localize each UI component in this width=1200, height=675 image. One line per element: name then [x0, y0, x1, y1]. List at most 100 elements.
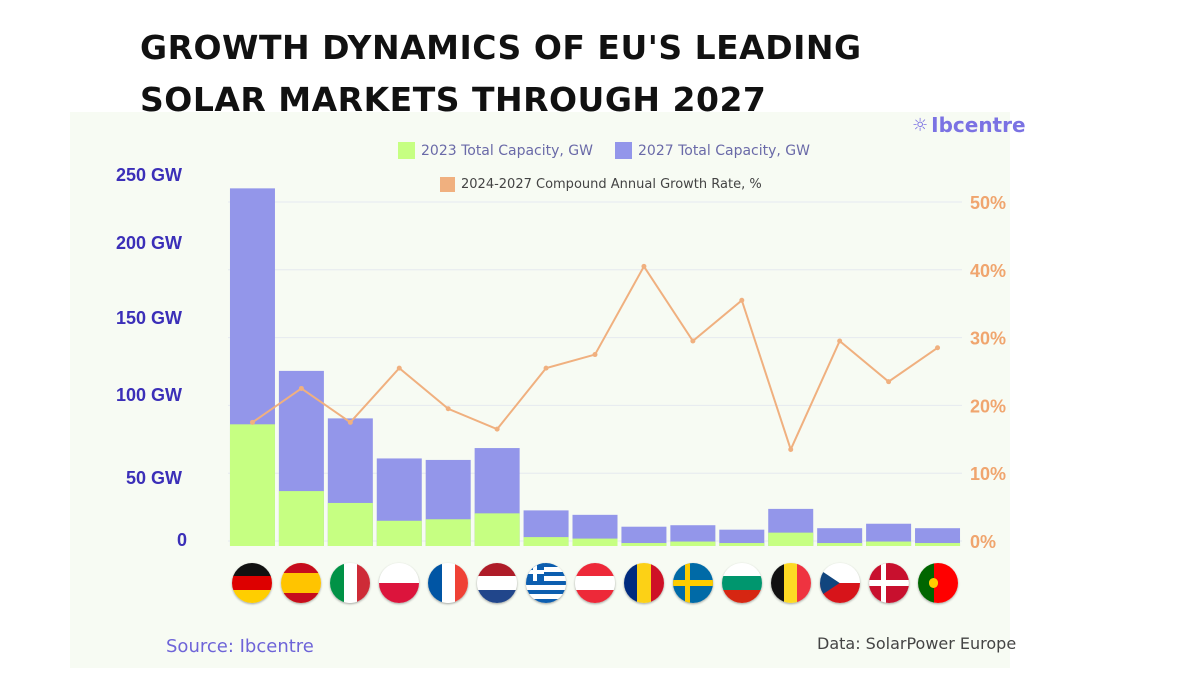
- flag-stripe: [428, 563, 442, 603]
- cagr-point-portugal: [935, 345, 941, 351]
- legend-swatch-2023: [398, 142, 415, 159]
- cagr-point-czechia: [837, 338, 843, 344]
- bar-2027-sweden: [670, 525, 716, 546]
- flag-stripe: [526, 570, 545, 574]
- czechia-flag-icon: [819, 563, 860, 603]
- bar-2027-denmark: [866, 523, 912, 546]
- left-axis-tick: 250 GW: [116, 165, 182, 185]
- bar-2027-bulgaria: [719, 529, 765, 546]
- poland-flag-icon: [379, 563, 420, 603]
- belgium-flag-icon: [770, 563, 811, 603]
- greece-flag-icon: [526, 563, 567, 603]
- flag-stripe: [281, 593, 322, 603]
- right-axis-tick: 50%: [970, 193, 1006, 213]
- flag-stripe: [281, 563, 322, 573]
- right-axis-tick: 20%: [970, 396, 1006, 416]
- bar-2023-netherlands: [474, 513, 520, 546]
- legend-label-cagr: 2024-2027 Compound Annual Growth Rate, %: [461, 177, 762, 192]
- flag-stripe: [441, 563, 456, 603]
- flag-stripe: [526, 598, 567, 603]
- right-axis-tick: 10%: [970, 464, 1006, 484]
- flag-stripe: [917, 563, 934, 603]
- bar-2027-czechia: [817, 528, 863, 546]
- bar-2023-germany: [229, 424, 275, 546]
- bar-2023-portugal: [915, 543, 961, 546]
- flag-stripe: [721, 589, 762, 603]
- bar-2023-czechia: [817, 543, 863, 546]
- bar-2023-poland: [376, 520, 422, 546]
- cagr-point-germany: [249, 419, 255, 425]
- bar-2023-denmark: [866, 541, 912, 546]
- title-line-1: GROWTH DYNAMICS OF EU'S LEADING: [140, 28, 862, 67]
- source-label: Source: Ibcentre: [166, 636, 314, 657]
- denmark-flag-icon: [868, 563, 909, 603]
- cagr-point-italy: [347, 419, 353, 425]
- bar-2023-bulgaria: [719, 543, 765, 546]
- left-axis-tick: 150 GW: [116, 308, 182, 328]
- netherlands-flag-icon: [477, 563, 518, 603]
- bar-2023-greece: [523, 537, 569, 546]
- cagr-point-france: [445, 406, 451, 412]
- cagr-line: [249, 263, 941, 453]
- bulgaria-flag-icon: [721, 563, 762, 603]
- legend-item-cagr: 2024-2027 Compound Annual Growth Rate, %: [440, 177, 762, 192]
- flag-stripe: [928, 578, 939, 588]
- flag-stripe: [232, 589, 273, 603]
- cagr-point-poland: [396, 365, 402, 371]
- flag-stripe: [232, 576, 273, 590]
- left-axis: 0 50 GW 100 GW 150 GW 200 GW 250 GW: [116, 165, 187, 550]
- flag-stripe: [526, 589, 567, 595]
- cagr-point-greece: [543, 365, 549, 371]
- france-flag-icon: [428, 563, 469, 603]
- flag-stripe: [330, 563, 344, 603]
- right-axis-tick: 0%: [970, 532, 996, 552]
- flag-stripe: [672, 580, 713, 586]
- legend-item-2023: 2023 Total Capacity, GW: [398, 142, 593, 159]
- flag-stripe: [623, 563, 638, 603]
- legend-capacity: 2023 Total Capacity, GW 2027 Total Capac…: [398, 142, 824, 159]
- austria-flag-icon: [575, 563, 615, 603]
- bar-2023-sweden: [670, 541, 716, 546]
- right-axis: 0% 10% 20% 30% 40% 50%: [970, 193, 1006, 552]
- right-axis-tick: 30%: [970, 329, 1006, 349]
- flag-stripe: [770, 563, 785, 603]
- bars: [229, 188, 961, 546]
- flag-stripe: [721, 563, 762, 577]
- left-axis-tick: 100 GW: [116, 385, 182, 405]
- cagr-point-romania: [641, 263, 647, 269]
- spain-flag-icon: [281, 563, 322, 603]
- chart-title: GROWTH DYNAMICS OF EU'S LEADING SOLAR MA…: [140, 22, 960, 126]
- cagr-point-spain: [298, 385, 304, 391]
- legend-label-2023: 2023 Total Capacity, GW: [421, 142, 593, 159]
- flag-stripe: [379, 563, 420, 584]
- flag-stripe: [379, 583, 420, 603]
- flag-stripe: [232, 563, 273, 577]
- flag-stripe: [526, 563, 567, 568]
- right-axis-tick: 40%: [970, 261, 1006, 281]
- flag-stripe: [477, 563, 518, 577]
- left-axis-tick: 0: [177, 530, 187, 550]
- flag-stripe: [526, 567, 567, 572]
- bar-2023-belgium: [768, 532, 814, 546]
- cagr-point-belgium: [788, 446, 794, 452]
- flag-stripe: [575, 563, 615, 577]
- flag-stripe: [637, 563, 651, 603]
- data-credit: Data: SolarPower Europe: [817, 634, 1017, 653]
- flag-stripe: [650, 563, 664, 603]
- bar-2023-italy: [327, 502, 373, 546]
- legend-swatch-cagr: [440, 177, 455, 192]
- flag-stripe: [477, 576, 518, 590]
- bar-2023-romania: [621, 543, 667, 546]
- bar-2027-romania: [621, 526, 667, 546]
- flag-stripe: [477, 589, 518, 603]
- left-axis-tick: 200 GW: [116, 233, 182, 253]
- bar-2027-portugal: [915, 528, 961, 546]
- bar-2023-austria: [572, 538, 618, 546]
- cagr-point-sweden: [690, 338, 696, 344]
- legend-cagr: 2024-2027 Compound Annual Growth Rate, %: [440, 177, 776, 192]
- flag-stripe: [526, 585, 567, 590]
- flag-stripe: [526, 594, 567, 599]
- flag-stripe: [356, 563, 371, 603]
- brand-logo: ☼ Ibcentre: [912, 113, 1026, 137]
